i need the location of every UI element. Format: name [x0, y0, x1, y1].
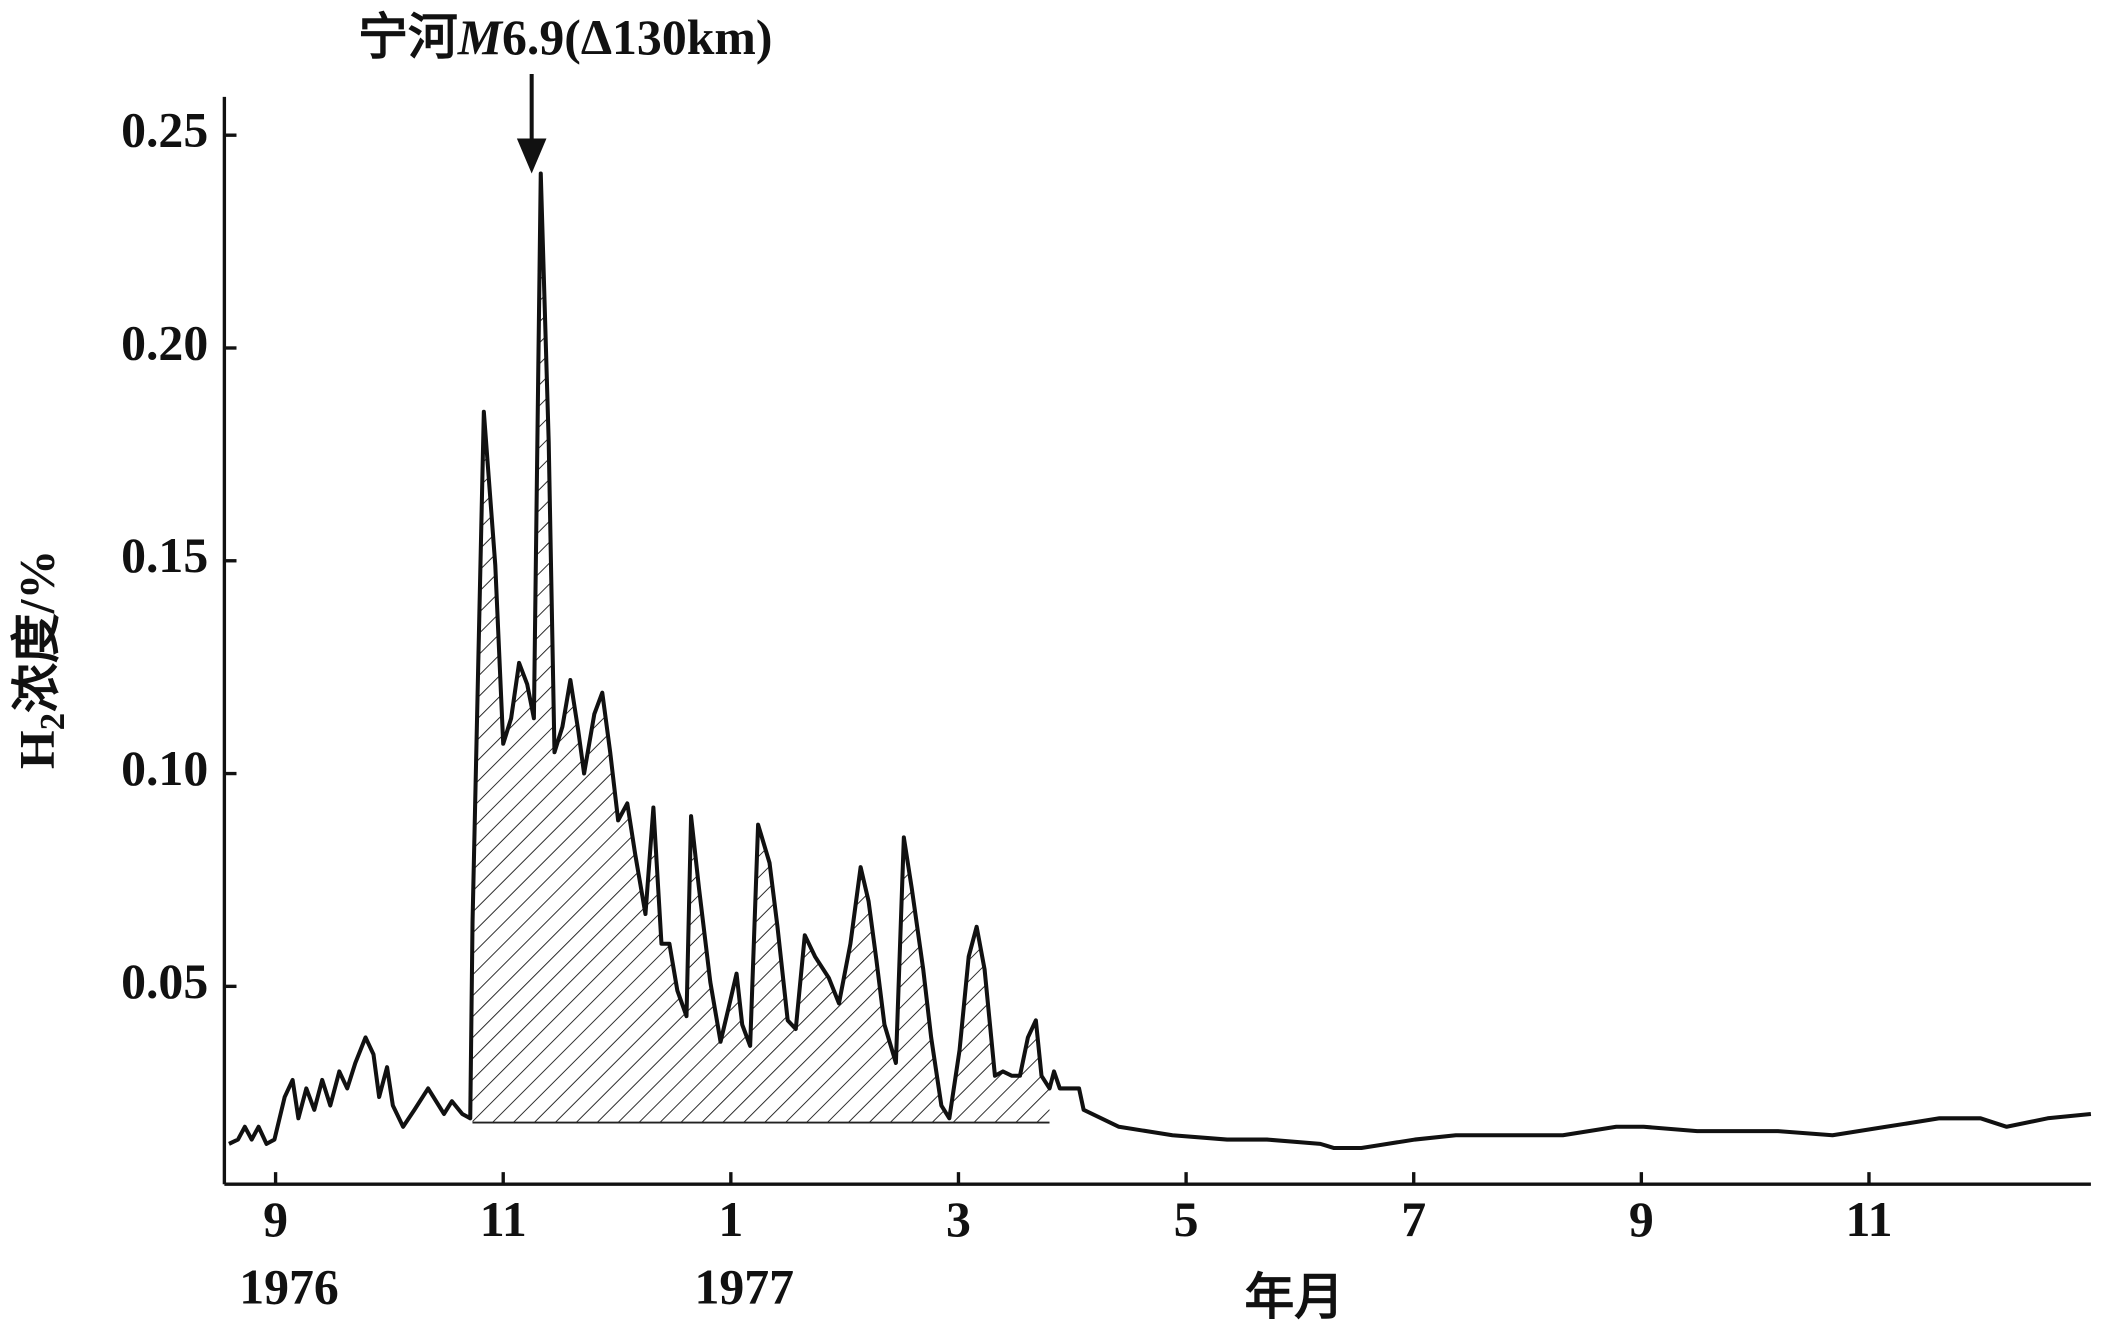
x-axis-label: 年月	[1244, 1270, 1344, 1325]
annotation-arrowhead	[516, 138, 547, 174]
x-tick-label: 5	[1174, 1192, 1199, 1247]
annotation-part: 宁河	[358, 10, 458, 65]
x-tick-label: 1	[718, 1192, 743, 1247]
y-label-main: H	[10, 730, 65, 769]
y-axis-label: H2浓度/%	[10, 550, 72, 769]
x-tick-label: 3	[946, 1192, 971, 1247]
y-label-sub: 2	[33, 713, 72, 730]
year-label: 1976	[239, 1259, 339, 1314]
x-tick-label: 9	[263, 1192, 288, 1247]
x-tick-label: 11	[480, 1192, 527, 1247]
y-tick-label: 0.25	[121, 103, 208, 158]
annotation-part: 6.9(Δ130km)	[502, 10, 772, 65]
y-label-rest: 浓度/%	[10, 550, 65, 713]
x-tick-label: 9	[1629, 1192, 1654, 1247]
annotation: 宁河M6.9(Δ130km)	[358, 10, 772, 65]
hatched-area	[472, 173, 1050, 1123]
data-line	[228, 171, 2092, 1151]
annotation-part: M	[457, 10, 504, 65]
y-tick-label: 0.10	[121, 741, 208, 796]
y-tick-label: 0.15	[121, 528, 208, 583]
x-tick-label: 7	[1401, 1192, 1426, 1247]
year-label: 1977	[695, 1259, 795, 1314]
y-tick-label: 0.20	[121, 315, 208, 370]
x-tick-label: 11	[1845, 1192, 1892, 1247]
y-tick-label: 0.05	[121, 954, 208, 1009]
